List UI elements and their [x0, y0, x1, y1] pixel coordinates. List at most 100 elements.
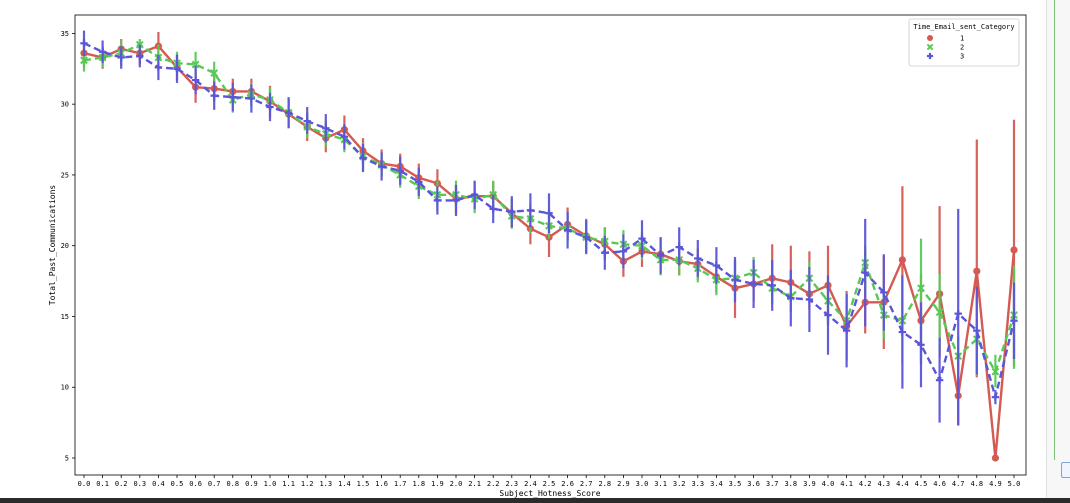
- x-tick-label: 1.0: [264, 480, 277, 488]
- x-tick-label: 3.6: [747, 480, 760, 488]
- data-point: [433, 196, 442, 205]
- x-tick-label: 0.9: [245, 480, 258, 488]
- legend-marker: [927, 35, 933, 41]
- x-tick-label: 1.3: [319, 480, 332, 488]
- x-tick-label: 3.9: [803, 480, 816, 488]
- data-point: [1010, 246, 1018, 254]
- data-point: [917, 284, 925, 293]
- x-tick-label: 3.1: [654, 480, 667, 488]
- x-tick-label: 4.7: [952, 480, 965, 488]
- data-point: [842, 326, 851, 335]
- data-point: [1010, 317, 1018, 325]
- legend-items: 123: [926, 35, 964, 61]
- plot-frame: [74, 14, 1027, 476]
- x-tick-label: 3.3: [691, 480, 704, 488]
- legend-label: 3: [960, 53, 964, 61]
- x-tick-label: 1.5: [357, 480, 370, 488]
- data-point: [136, 52, 144, 60]
- data-point: [787, 294, 795, 302]
- data-point: [880, 288, 888, 297]
- data-point: [656, 251, 665, 260]
- x-tick-label: 2.3: [505, 480, 518, 488]
- x-tick-label: 1.2: [301, 480, 314, 488]
- data-point: [452, 196, 460, 205]
- x-tick-label: 3.8: [784, 480, 797, 488]
- data-point: [935, 376, 944, 384]
- data-point: [359, 154, 367, 162]
- data-point: [191, 60, 200, 69]
- y-tick-label: 15: [61, 313, 69, 321]
- data-point: [991, 393, 1000, 401]
- data-point: [768, 281, 776, 290]
- legend-item: 1: [927, 35, 964, 43]
- data-point: [805, 295, 814, 304]
- data-point: [303, 117, 311, 125]
- legend-marker: [926, 43, 934, 51]
- data-point: [154, 63, 163, 72]
- y-axis: 5 10 15 20 25 30 35: [61, 30, 75, 463]
- x-tick-label: 1.4: [338, 480, 351, 488]
- x-tick-label: 2.1: [468, 480, 481, 488]
- data-point: [675, 243, 683, 251]
- legend-label: 2: [960, 44, 964, 52]
- x-tick-label: 1.7: [394, 480, 407, 488]
- x-tick-label: 0.7: [208, 480, 221, 488]
- x-tick-label: 4.6: [933, 480, 946, 488]
- x-tick-label: 3.5: [729, 480, 742, 488]
- legend-item: 3: [926, 52, 964, 61]
- data-point: [210, 91, 218, 100]
- x-tick-label: 4.0: [822, 480, 835, 488]
- data-point: [749, 280, 758, 288]
- data-point: [117, 53, 125, 62]
- data-point: [973, 267, 981, 275]
- data-point: [824, 311, 832, 319]
- y-tick-label: 35: [61, 30, 69, 38]
- x-tick-label: 2.2: [487, 480, 500, 488]
- x-tick-label: 4.3: [877, 480, 890, 488]
- x-tick-label: 3.2: [673, 480, 686, 488]
- x-tick-label: 1.6: [375, 480, 388, 488]
- x-tick-label: 3.0: [636, 480, 649, 488]
- x-tick-label: 2.7: [580, 480, 593, 488]
- data-point: [470, 191, 479, 199]
- data-point: [582, 233, 590, 241]
- x-tick-label: 2.6: [561, 480, 574, 488]
- plot-area: [80, 30, 1018, 462]
- data-point: [191, 76, 200, 84]
- x-tick-label: 2.9: [617, 480, 630, 488]
- x-tick-label: 0.5: [171, 480, 184, 488]
- x-tick-label: 0.2: [115, 480, 128, 488]
- data-point: [898, 328, 907, 336]
- x-tick-label: 4.2: [859, 480, 872, 488]
- series-3: [80, 30, 1018, 426]
- x-tick-label: 0.4: [152, 480, 165, 488]
- legend-marker: [926, 52, 934, 60]
- x-tick-label: 4.8: [970, 480, 983, 488]
- data-point: [526, 206, 535, 215]
- x-tick-label: 2.4: [524, 480, 537, 488]
- legend-box: [908, 18, 1020, 67]
- x-axis-label: Subject_Hotness_Score: [499, 489, 600, 498]
- x-tick-label: 1.8: [412, 480, 425, 488]
- x-tick-label: 0.3: [133, 480, 146, 488]
- data-point: [638, 234, 646, 243]
- x-tick-label: 3.4: [710, 480, 723, 488]
- x-tick-label: 4.5: [915, 480, 928, 488]
- y-axis-label: Total_Past_Communications: [48, 185, 57, 306]
- data-point: [98, 48, 107, 56]
- x-tick-label: 1.9: [431, 480, 444, 488]
- data-point: [694, 254, 702, 263]
- data-point: [210, 69, 219, 77]
- data-point: [563, 226, 572, 234]
- x-tick-label: 5.0: [1008, 480, 1021, 488]
- x-tick-label: 0.0: [78, 480, 91, 488]
- data-point: [508, 208, 516, 216]
- bottom-bar: [0, 498, 1070, 503]
- data-point: [247, 94, 256, 103]
- data-point: [731, 275, 739, 284]
- scroll-to-bottom-icon[interactable]: [1061, 462, 1070, 478]
- x-tick-label: 2.0: [450, 480, 463, 488]
- x-tick-label: 4.1: [840, 480, 853, 488]
- data-point: [284, 108, 293, 117]
- x-tick-label: 0.6: [189, 480, 202, 488]
